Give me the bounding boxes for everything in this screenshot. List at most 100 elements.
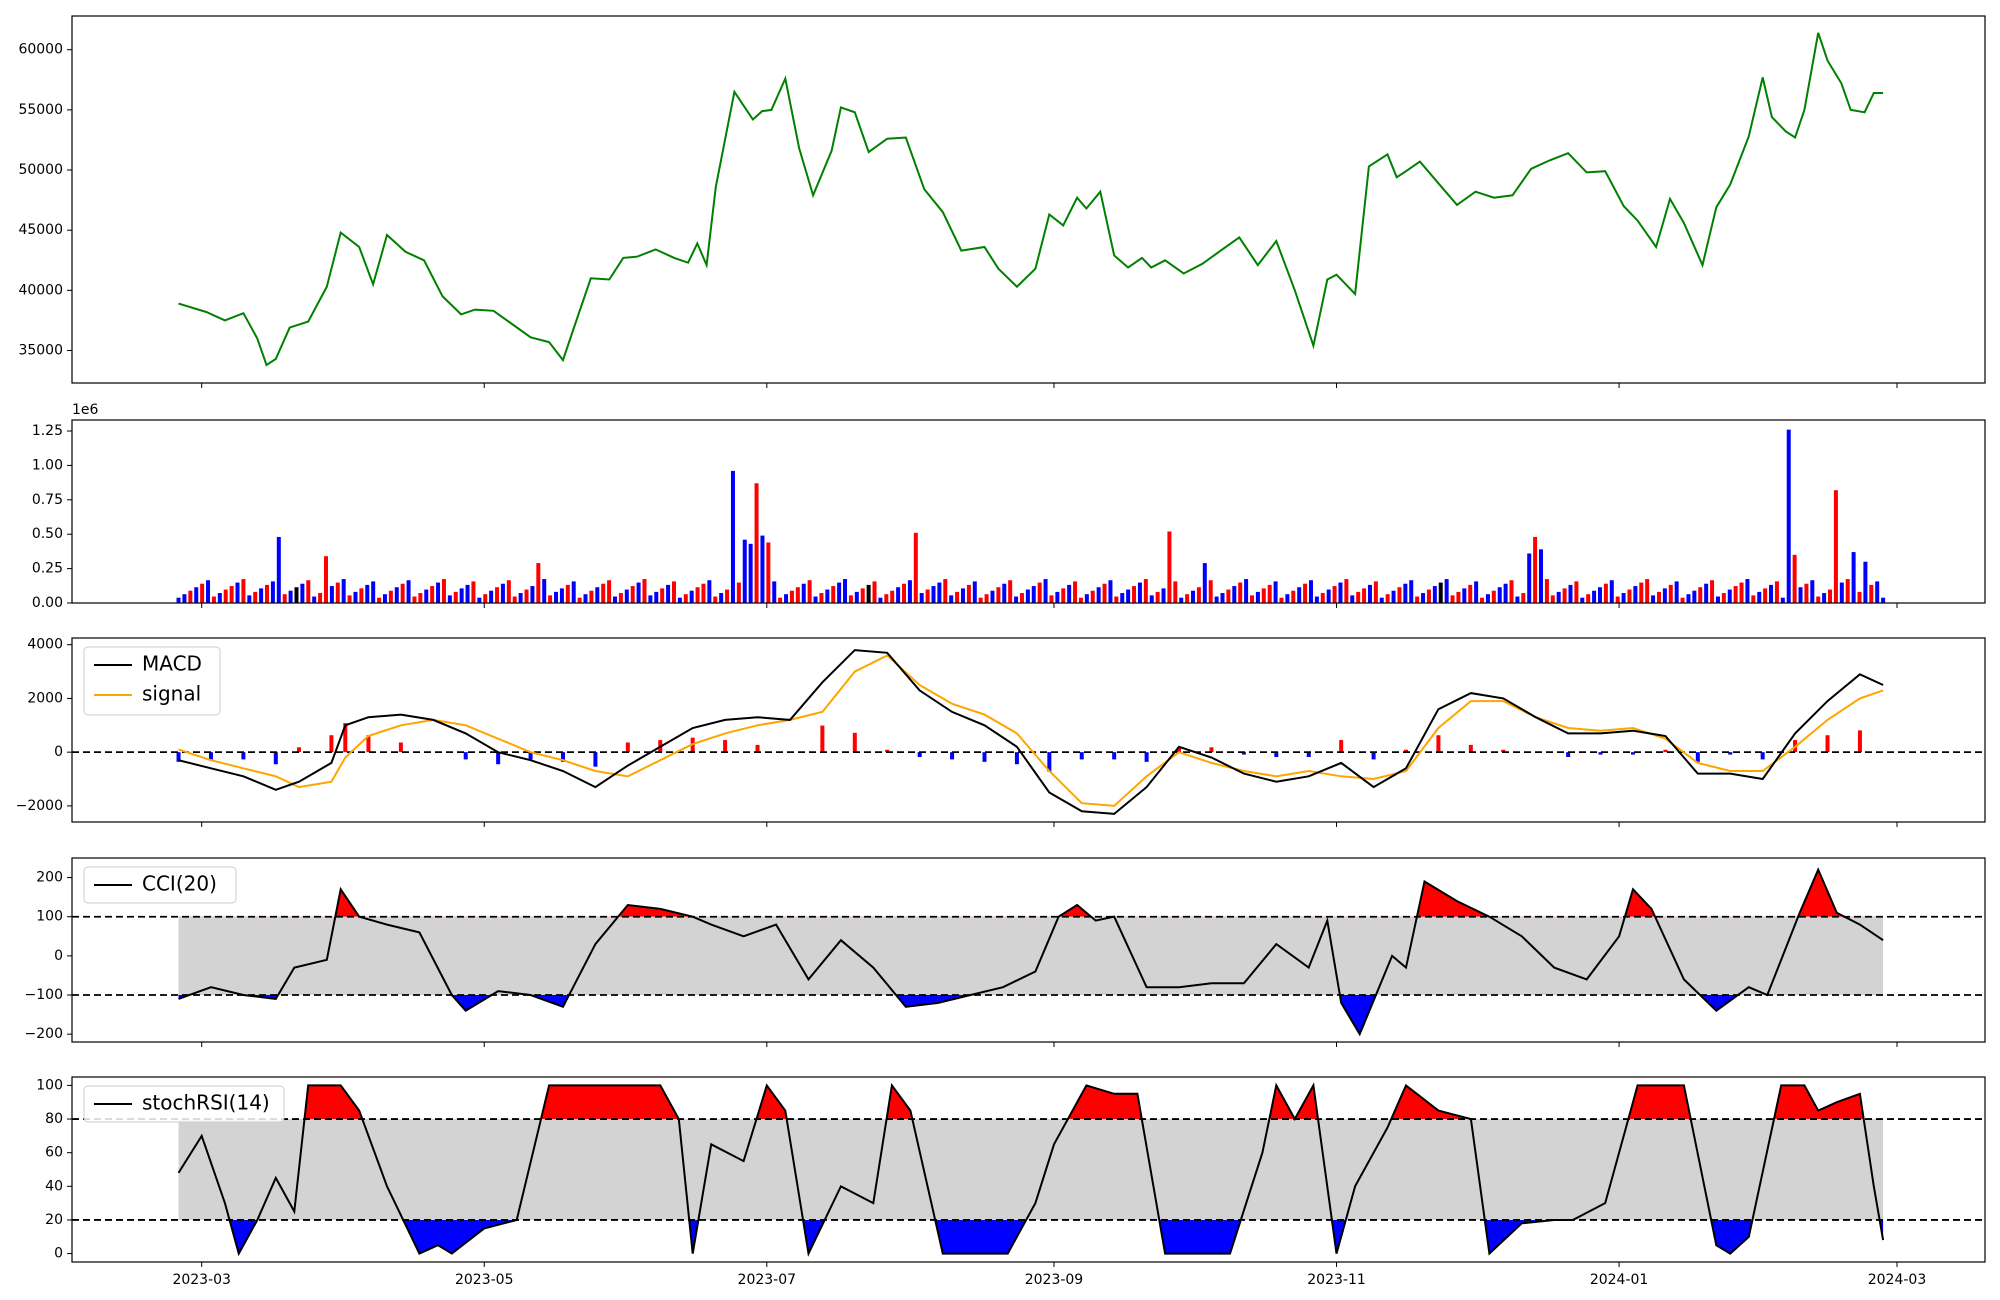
volume-bar [542, 579, 547, 603]
volume-bar [1185, 594, 1190, 603]
volume-bar [1533, 536, 1538, 603]
volume-bar [1415, 596, 1420, 603]
macd-hist-bar [1079, 752, 1084, 760]
macd-hist-bar [723, 740, 728, 753]
volume-bar [359, 588, 364, 603]
x-tick-label: 2023-05 [455, 1272, 514, 1288]
cci-ytick-label: 100 [36, 909, 63, 925]
stochrsi-ytick-label: 0 [54, 1246, 63, 1262]
volume-bar [1621, 593, 1626, 603]
macd-hist-bar [1144, 752, 1149, 762]
volume-bar [518, 593, 523, 603]
volume-bar [1362, 588, 1367, 603]
volume-bar [247, 595, 252, 603]
volume-bar [1344, 579, 1349, 603]
volume-bar [530, 586, 535, 603]
volume-bar [1314, 596, 1319, 603]
volume-bar [624, 589, 629, 603]
volume-bar [1745, 579, 1750, 603]
volume-bar [1627, 589, 1632, 603]
volume-bar [217, 593, 222, 603]
volume-bar [689, 590, 694, 603]
volume-bar [642, 579, 647, 603]
volume-bar [1126, 589, 1131, 603]
volume-bar [1674, 581, 1679, 603]
volume-bar [241, 579, 246, 603]
macd-hist-bar [1209, 747, 1214, 753]
volume-bar [736, 582, 741, 603]
volume-bar [312, 596, 317, 603]
stochrsi-line [177, 1082, 1885, 1257]
volume-bar [1267, 584, 1272, 603]
volume-bar [1084, 594, 1089, 603]
volume-bar [1822, 593, 1827, 603]
volume-bar [1639, 582, 1644, 603]
volume-bar [801, 583, 806, 603]
volume-bar [972, 581, 977, 603]
volume-bar [589, 590, 594, 603]
volume-bar [884, 594, 889, 603]
macd-hist-bar [1339, 740, 1344, 753]
volume-bar [1839, 582, 1844, 603]
volume-bar [1114, 596, 1119, 603]
volume-frame [71, 419, 1986, 604]
volume-bar [1096, 587, 1101, 603]
volume-bar [1303, 583, 1308, 603]
volume-bar [1249, 595, 1254, 603]
price-ytick-label: 40000 [18, 282, 63, 298]
volume-bar [1692, 590, 1697, 603]
volume-bar [707, 580, 712, 603]
volume-bar [949, 595, 954, 603]
macd-hist-bar [625, 742, 630, 753]
volume-bar [1474, 581, 1479, 603]
volume-bar [607, 580, 612, 603]
volume-bar [1521, 593, 1526, 603]
volume-bar [1497, 587, 1502, 603]
price-frame [71, 15, 1986, 384]
volume-bar [300, 583, 305, 603]
volume-bar [1810, 580, 1815, 603]
volume-bar [671, 581, 676, 603]
volume-bar [925, 589, 930, 603]
volume-bar [618, 593, 623, 603]
volume-bar [1320, 593, 1325, 603]
macd-hist-bar [1468, 744, 1473, 753]
volume-bar [913, 532, 918, 603]
volume-bar [1727, 589, 1732, 603]
volume-bar [1804, 583, 1809, 603]
stochrsi-frame [71, 1076, 1986, 1263]
volume-bar [1208, 580, 1213, 603]
volume-bar [400, 583, 405, 603]
volume-bar [206, 580, 211, 603]
cci-band [178, 916, 1884, 996]
volume-bar [1550, 595, 1555, 603]
stochrsi-ytick-label: 100 [36, 1077, 63, 1093]
volume-bar [866, 584, 871, 603]
volume-bar [1792, 554, 1797, 603]
volume-bar [1869, 584, 1874, 603]
volume-bar [595, 587, 600, 603]
volume-bar [1332, 586, 1337, 603]
volume-bar [1438, 582, 1443, 603]
stochrsi-ytick-label: 40 [45, 1178, 63, 1194]
volume-bar [1456, 591, 1461, 603]
volume-bar [1137, 582, 1142, 603]
volume-bar [1432, 586, 1437, 603]
volume-bar [701, 583, 706, 603]
cci-overbought-fill [178, 869, 1884, 917]
volume-bar [1002, 583, 1007, 603]
volume-ytick-label: 1.00 [32, 457, 63, 473]
volume-bar [1067, 584, 1072, 603]
volume-bar [477, 597, 482, 603]
volume-bar [1409, 580, 1414, 603]
volume-bar [931, 586, 936, 603]
volume-bar [1509, 580, 1514, 603]
volume-bar [1403, 583, 1408, 603]
volume-bar [1285, 594, 1290, 603]
volume-bar [559, 588, 564, 603]
volume-bar [754, 483, 759, 603]
volume-bar [1149, 595, 1154, 603]
volume-bar [807, 580, 812, 603]
macd-hist-bar [1501, 749, 1506, 753]
stochrsi-ytick-label: 80 [45, 1111, 63, 1127]
